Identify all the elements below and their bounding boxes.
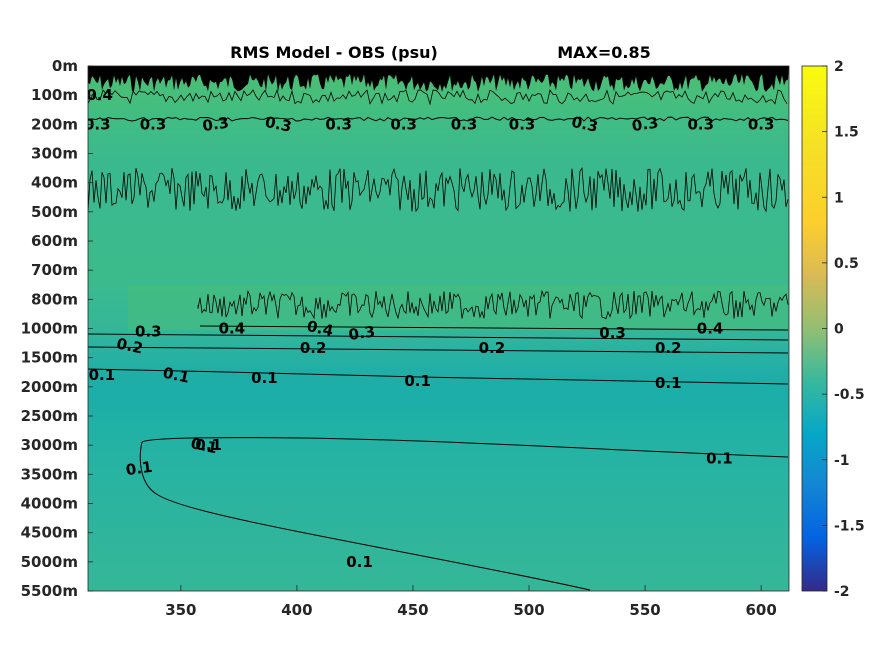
contour-label: 0.4	[219, 320, 246, 338]
band-2000m	[88, 365, 789, 420]
colorbar-tick-label: 0	[834, 322, 844, 338]
contour-label: 0.3	[325, 115, 352, 133]
contour-0-3-lower	[88, 333, 789, 341]
contour-label: 0.1	[251, 369, 278, 387]
contour-label: 0.1	[404, 372, 431, 390]
y-tick-label: 700m	[31, 261, 78, 279]
y-tick-label: 600m	[31, 232, 78, 250]
contour-label: 0.2	[655, 339, 682, 357]
y-tick-label: 300m	[31, 145, 78, 163]
contour-label: 0.1	[655, 374, 682, 392]
contour-label: 0.1	[189, 434, 219, 457]
contour-label: 0.1	[195, 436, 222, 454]
y-tick-label: 2500m	[21, 407, 78, 425]
y-tick-label: 2000m	[21, 378, 78, 396]
contour-label: 0.3	[599, 324, 626, 342]
contour-label: 0.3	[631, 114, 660, 136]
contour-label: 0.2	[300, 339, 327, 357]
contour-label: 0.3	[201, 114, 230, 136]
x-tick-label: 550	[629, 601, 660, 619]
contour-label: 0.2	[115, 334, 145, 357]
colorbar-tick-label: 0.5	[834, 256, 859, 272]
y-tick-label: 100m	[31, 86, 78, 104]
contour-label: 0.1	[706, 450, 733, 468]
contour-0-3-upper	[88, 116, 789, 122]
colorbar	[801, 65, 828, 592]
y-tick-label: 0m	[52, 57, 78, 75]
contour-band-100m	[88, 88, 788, 106]
contour-label: 0.3	[451, 115, 478, 133]
surface-noise	[88, 66, 789, 92]
colorbar-tick-label: -1.5	[834, 518, 865, 534]
contour-label: 0.3	[688, 115, 715, 133]
contour-band-400m	[88, 167, 789, 213]
contour-label: 0.3	[84, 115, 111, 133]
y-tick-label: 200m	[31, 115, 78, 133]
contour-label: 0.3	[509, 115, 536, 133]
colorbar-tick-label: 1.5	[834, 125, 859, 141]
contour-label: 0.4	[305, 317, 335, 340]
chart-title: RMS Model - OBS (psu)	[230, 43, 438, 62]
y-tick-label: 5500m	[21, 582, 78, 600]
y-tick-label: 4500m	[21, 524, 78, 542]
band-800m	[128, 285, 788, 330]
colorbar-ticks: 2 1.5 1 0.5 0 -0.5 -1 -1.5 -2	[822, 59, 865, 600]
y-tick-label: 500m	[31, 203, 78, 221]
contour-label: 0.3	[140, 115, 167, 133]
y-tick-label: 3500m	[21, 465, 78, 483]
y-tick-label: 1500m	[21, 349, 78, 367]
contour-label: 0.3	[347, 322, 376, 344]
y-tick-label: 1000m	[21, 320, 78, 338]
x-tick-label: 450	[397, 601, 428, 619]
contour-label: 0.3	[748, 115, 775, 133]
y-tick-label: 3000m	[21, 436, 78, 454]
contour-0-1-mid	[141, 437, 789, 458]
contour-label: 0.3	[135, 322, 162, 340]
contour-label: 0.1	[161, 364, 191, 387]
contour-0-1-deep	[139, 441, 591, 591]
x-tick-label: 600	[745, 601, 776, 619]
colorbar-tick-label: 2	[834, 59, 844, 75]
colorbar-tick-label: -0.5	[834, 387, 865, 403]
y-tick-label: 800m	[31, 290, 78, 308]
contour-label: 0.1	[346, 553, 373, 571]
x-axis-ticks: 350 400 450 500 550 600	[165, 585, 777, 619]
contour-label: 0.4	[697, 320, 724, 338]
y-axis-ticks: 0m 100m 200m 300m 400m 500m 600m 700m 800m 1000m 1…	[21, 57, 93, 600]
contour-band-800m	[197, 289, 789, 320]
contour-0-2	[88, 346, 789, 354]
contour-label: 0.1	[125, 458, 154, 480]
colorbar-tick-label: -1	[834, 453, 850, 469]
colorbar-tick-label: -2	[834, 584, 850, 600]
contour-label: 0.1	[89, 366, 116, 384]
colorbar-tick-label: 1	[834, 190, 844, 206]
contour-label: 0.3	[390, 115, 417, 133]
max-label: MAX=0.85	[557, 43, 651, 62]
contour-label: 0.2	[479, 339, 506, 357]
x-tick-label: 500	[513, 601, 544, 619]
contour-0-4-lower	[199, 325, 789, 331]
contour-0-1-upper	[88, 368, 789, 385]
y-tick-label: 5000m	[21, 553, 78, 571]
contour-labels: 0.40.3 0.3 0.3 0.3 0.3 0.3 0.3 0.3 0.3 0.3 0.3 0.30…	[84, 86, 775, 571]
x-tick-label: 400	[281, 601, 312, 619]
y-tick-label: 400m	[31, 174, 78, 192]
contour-label: 0.4	[86, 86, 113, 104]
y-tick-label: 4000m	[21, 495, 78, 513]
heatmap-field: 0.40.3 0.3 0.3 0.3 0.3 0.3 0.3 0.3 0.3 0.3 0.3 0.30…	[84, 66, 789, 591]
contour-label: 0.3	[570, 113, 600, 136]
contour-label: 0.3	[263, 113, 293, 136]
x-tick-label: 350	[165, 601, 196, 619]
